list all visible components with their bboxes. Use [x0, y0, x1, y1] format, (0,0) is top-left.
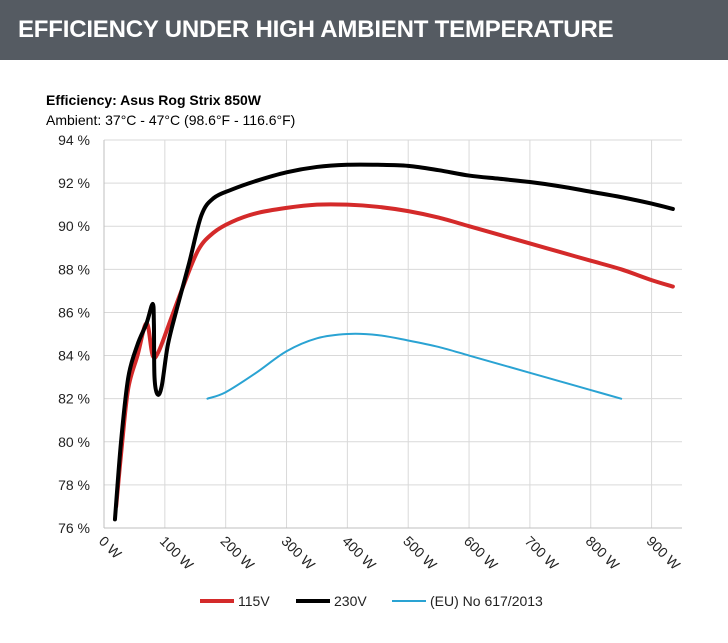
series-line-3 — [206, 332, 623, 400]
legend-label-1: 115V — [238, 593, 270, 609]
legend-label-3: (EU) No 617/2013 — [430, 593, 543, 609]
x-tick-label: 700 W — [522, 533, 562, 573]
x-tick-label: 500 W — [400, 533, 440, 573]
x-tick-label: 100 W — [157, 533, 197, 573]
x-tick-label: 600 W — [461, 533, 501, 573]
efficiency-line-chart: 76 % 78 % 80 % 82 % 84 % 86 % 88 % 90 % 92 % 94 %… — [58, 132, 684, 609]
chart-title: Efficiency: Asus Rog Strix 850W — [46, 92, 261, 108]
page-title: EFFICIENCY UNDER HIGH AMBIENT TEMPERATUR… — [18, 16, 614, 43]
series-line-2 — [112, 162, 675, 522]
y-tick-label: 94 % — [58, 132, 90, 148]
x-tick-label: 200 W — [218, 533, 258, 573]
x-tick-label: 400 W — [339, 533, 379, 573]
y-tick-label: 76 % — [58, 520, 90, 536]
series-line-1 — [114, 202, 675, 509]
x-tick-label: 300 W — [278, 533, 318, 573]
series-layer — [112, 162, 675, 522]
chart-subtitle: Ambient: 37°C - 47°C (98.6°F - 116.6°F) — [46, 112, 296, 128]
y-tick-label: 86 % — [58, 304, 90, 320]
x-tick-label: 800 W — [583, 533, 623, 573]
header-bar: EFFICIENCY UNDER HIGH AMBIENT TEMPERATUR… — [0, 0, 728, 60]
chart-panel: Efficiency: Asus Rog Strix 850W Ambient:… — [0, 70, 728, 643]
y-tick-label: 80 % — [58, 434, 90, 450]
y-tick-label: 90 % — [58, 218, 90, 234]
grid-layer — [103, 139, 682, 529]
y-tick-label: 82 % — [58, 391, 90, 407]
y-tick-label: 92 % — [58, 175, 90, 191]
y-tick-label: 88 % — [58, 261, 90, 277]
x-tick-label: 900 W — [643, 533, 683, 573]
y-tick-label: 84 % — [58, 348, 90, 364]
legend-label-2: 230V — [334, 593, 367, 609]
y-tick-label: 78 % — [58, 477, 90, 493]
legend-layer: 115V 230V (EU) No 617/2013 — [200, 593, 543, 609]
x-tick-label: 0 W — [96, 533, 125, 562]
